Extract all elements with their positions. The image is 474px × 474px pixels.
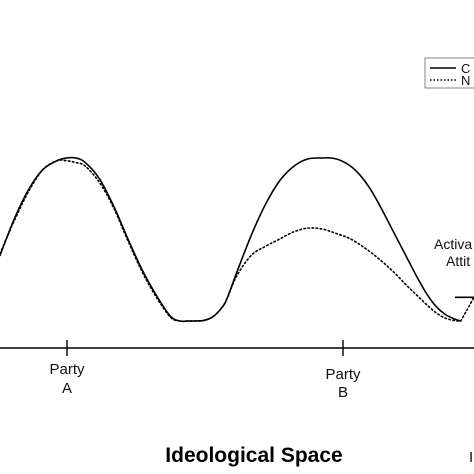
annotation-line2: Attit (446, 253, 470, 269)
x-axis-label: Ideological Space (165, 444, 342, 467)
series-line-n (0, 159, 462, 323)
annotation-line1: Activa (434, 236, 472, 252)
legend: C N (424, 57, 474, 89)
axis-cut-label: I (469, 449, 473, 466)
tick-label-party-b-line1: Party (325, 366, 361, 383)
tick-label-party-a-line1: Party (49, 361, 85, 378)
tick-label-party-b-line2: B (338, 384, 348, 401)
tick-label-party-a-line2: A (62, 380, 72, 397)
legend-label-solid: C (461, 61, 470, 76)
curves (0, 156, 474, 323)
legend-box (424, 57, 474, 89)
legend-label-dotted: N (461, 73, 470, 88)
series-line-c (0, 156, 462, 323)
series-line-extra-2 (459, 296, 474, 322)
